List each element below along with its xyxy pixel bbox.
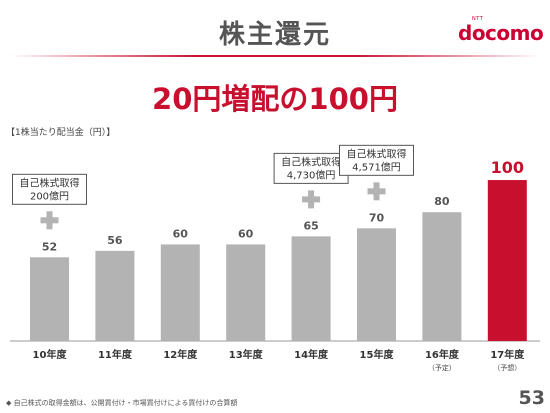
data-label: 100 xyxy=(491,158,524,177)
buyback-title: 自己株式取得 xyxy=(347,147,407,160)
data-label: 70 xyxy=(369,211,385,224)
buyback-title: 自己株式取得 xyxy=(20,176,80,189)
data-label: 80 xyxy=(434,195,450,208)
bar-14年度 xyxy=(291,236,331,341)
data-label: 65 xyxy=(303,219,318,232)
data-label: 60 xyxy=(238,227,254,240)
data-label: 60 xyxy=(173,227,189,240)
title-divider xyxy=(10,55,540,57)
category-label: 15年度 xyxy=(360,348,395,361)
headline: 20円増配の100円 xyxy=(152,82,398,116)
footnote: ◆ 自己株式の取得金額は、公開買付け・市場買付けによる買付けの合算額 xyxy=(6,399,238,407)
bar-17年度 xyxy=(487,180,527,341)
page-number: 53 xyxy=(518,387,545,409)
buyback-amount: 200億円 xyxy=(30,189,69,202)
page-title: 株主還元 xyxy=(218,20,331,50)
docomo-logo: NTT docomo xyxy=(458,16,544,45)
data-label: 56 xyxy=(107,234,123,247)
plus-icon xyxy=(46,211,53,230)
category-label: 10年度 xyxy=(33,348,68,361)
y-axis-label: 【1株当たり配当金（円）】 xyxy=(6,128,116,138)
bar-10年度 xyxy=(30,257,69,341)
category-label: 16年度 xyxy=(425,348,460,361)
buyback-box xyxy=(339,144,414,176)
bar-11年度 xyxy=(95,250,135,341)
bar-15年度 xyxy=(357,228,396,341)
category-label: 12年度 xyxy=(163,348,198,361)
category-sublabel: （予想） xyxy=(493,363,521,372)
buyback-title: 自己株式取得 xyxy=(281,155,341,168)
plus-icon xyxy=(308,190,315,209)
plus-icon xyxy=(373,182,380,201)
bar-16年度 xyxy=(422,212,462,341)
bar-12年度 xyxy=(160,244,200,341)
logo-brand-text: docomo xyxy=(458,21,544,45)
logo-ntt-text: NTT xyxy=(472,16,484,22)
buyback-amount: 4,730億円 xyxy=(287,168,336,181)
buyback-box xyxy=(12,173,87,205)
bar-13年度 xyxy=(226,244,266,341)
category-label: 13年度 xyxy=(229,348,264,361)
category-sublabel: （予定） xyxy=(428,363,456,372)
category-label: 14年度 xyxy=(294,348,329,361)
buyback-amount: 4,571億円 xyxy=(352,160,401,173)
data-label: 52 xyxy=(42,240,57,253)
category-label: 11年度 xyxy=(98,348,133,361)
buyback-box xyxy=(273,152,349,184)
category-label: 17年度 xyxy=(490,348,525,361)
